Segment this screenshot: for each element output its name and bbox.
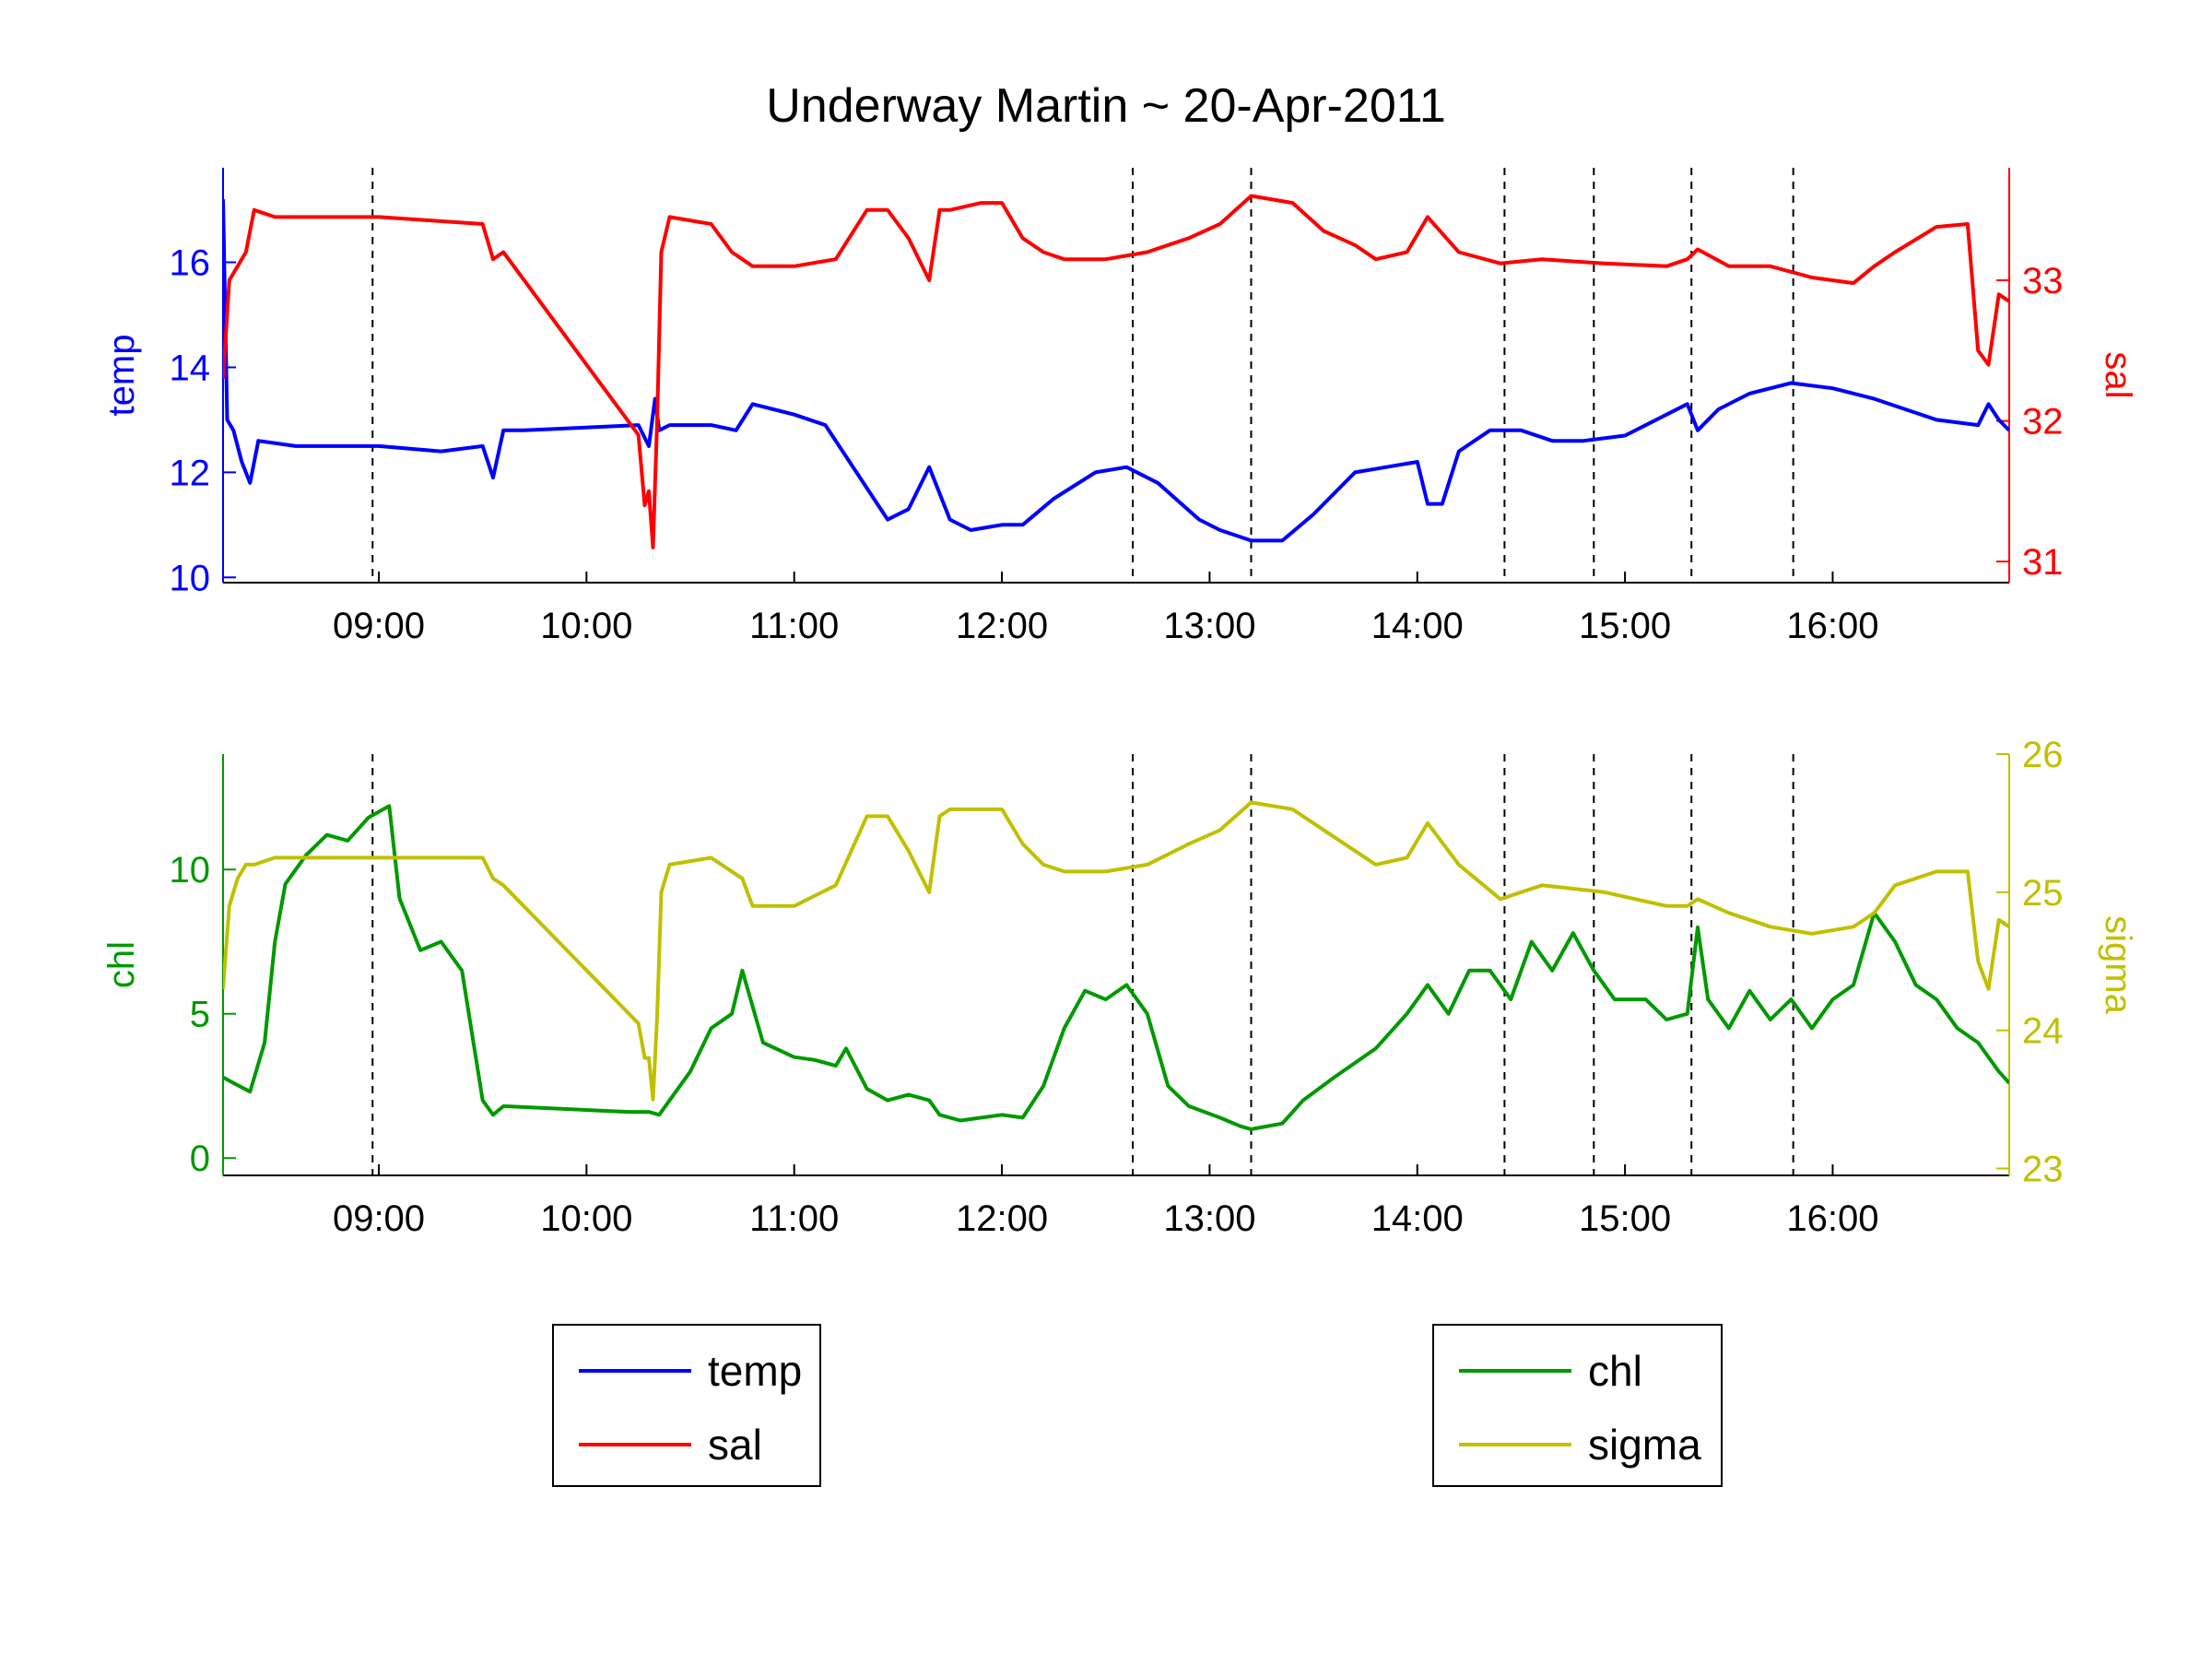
legend-label-sigma: sigma [1588,1421,1701,1469]
x-tick-label: 14:00 [1371,1198,1464,1239]
x-tick-label: 11:00 [749,606,839,646]
panel-2: 09:00 10:00 11:00 12:00 13:00 14:00 15:00 16:00… [101,735,2138,1239]
series-line-sal [223,194,2009,549]
x-tick-label: 13:00 [1163,1198,1255,1239]
series-line-chl [223,804,2009,1131]
x-tick-label: 10:00 [540,1198,632,1239]
left-tick-label: 0 [190,1139,210,1179]
chart-title: Underway Martin ~ 20-Apr-2011 [766,79,1446,133]
x-tick-label: 16:00 [1786,1198,1878,1239]
chart-panels: 09:00 10:00 11:00 12:00 13:00 14:00 15:00 16:00… [101,168,2138,1239]
left-tick-label: 10 [170,558,211,598]
x-tick-label: 09:00 [333,1198,425,1239]
legend-2: chl sigma [1432,1324,1723,1487]
right-tick-label: 25 [2022,873,2064,914]
right-axis-label: sal [2098,351,2138,398]
x-tick-label: 14:00 [1371,606,1464,646]
left-tick-label: 14 [170,348,211,388]
legend-label-temp: temp [708,1347,802,1395]
x-tick-label: 09:00 [333,606,425,646]
left-axis-label: chl [101,941,142,988]
x-tick-label: 16:00 [1786,606,1878,646]
legend-box [1432,1324,1723,1487]
x-tick-label: 12:00 [956,1198,1048,1239]
right-tick-label: 26 [2022,735,2064,775]
left-axis-label: temp [101,335,142,417]
x-tick-label: 15:00 [1579,1198,1671,1239]
left-tick-label: 16 [170,243,211,284]
right-tick-label: 32 [2022,402,2064,443]
right-axis-label: sigma [2098,915,2138,1014]
right-tick-label: 31 [2022,542,2064,583]
series-line-temp [223,199,2009,543]
series-line-sigma [223,800,2009,1102]
x-tick-label: 15:00 [1579,606,1671,646]
left-tick-label: 10 [170,850,211,891]
panel-1: 09:00 10:00 11:00 12:00 13:00 14:00 15:00 16:00… [101,168,2138,646]
x-tick-label: 13:00 [1163,606,1255,646]
legend-label-sal: sal [708,1421,762,1469]
left-tick-label: 12 [170,453,211,493]
right-tick-label: 33 [2022,261,2064,301]
right-tick-label: 24 [2022,1011,2064,1052]
x-tick-label: 11:00 [749,1198,839,1239]
x-tick-label: 12:00 [956,606,1048,646]
chart-legends: temp sal chl sigma [552,1324,1723,1487]
legend-1: temp sal [552,1324,821,1487]
left-tick-label: 5 [190,995,210,1035]
x-tick-label: 10:00 [540,606,632,646]
legend-box [552,1324,821,1487]
legend-label-chl: chl [1588,1347,1642,1395]
right-tick-label: 23 [2022,1150,2064,1190]
